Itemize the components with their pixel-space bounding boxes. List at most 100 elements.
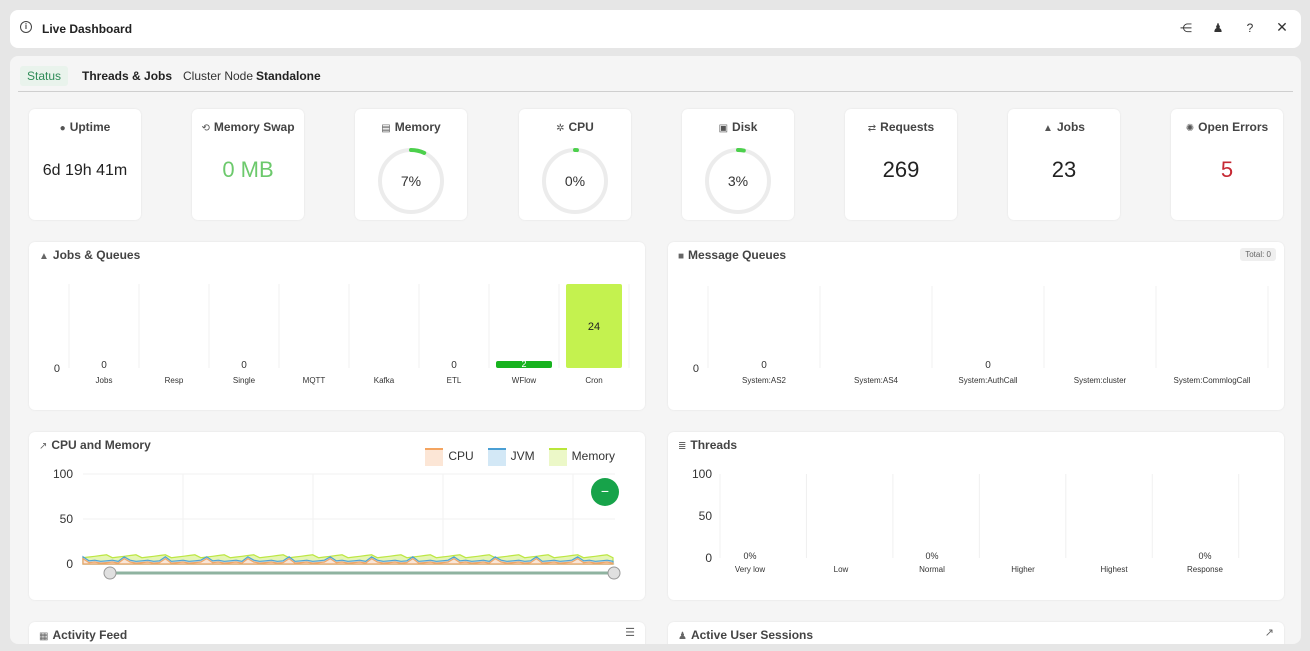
memory-label: Memory [394, 120, 441, 134]
bar-value-label: 0 [761, 360, 767, 371]
zoom-out-button[interactable]: − [591, 478, 619, 506]
dashboard-main: Status Threads & Jobs Cluster Node Stand… [10, 56, 1301, 644]
x-tick-label: System:CommlogCall [1174, 376, 1251, 385]
open-errors-value: 5 [1220, 157, 1234, 182]
cpu-icon: ✲ [556, 123, 565, 134]
filter-icon[interactable]: ☰ [625, 627, 635, 639]
disk-label: Disk [732, 120, 758, 134]
user-settings-icon[interactable]: ♟ [1212, 20, 1224, 35]
bar-value-label: 0 [985, 360, 991, 371]
tab-threads-jobs[interactable]: Threads & Jobs [82, 69, 173, 83]
x-tick-label: Kafka [374, 376, 395, 385]
disk-gauge [705, 148, 771, 214]
x-tick-label: ETL [447, 376, 462, 385]
bar-value-label: 0 [451, 360, 457, 371]
uptime-value: 6d 19h 41m [42, 162, 128, 179]
uptime-label: Uptime [69, 120, 111, 134]
cpu-memory-panel: ↗ CPU and Memory CPU JVM Memory 100 50 0 − [29, 432, 645, 600]
cluster-node-value[interactable]: Standalone [256, 69, 321, 83]
jobs-icon: ▲ [1043, 123, 1053, 134]
x-tick-label: Single [233, 376, 256, 385]
range-slider-start-handle [103, 566, 117, 580]
tab-status[interactable]: Status [20, 66, 69, 86]
cpu-memory-chart: 100 50 0 [53, 467, 621, 580]
window-title: Live Dashboard [42, 22, 133, 36]
x-tick-label: System:AS2 [742, 376, 787, 385]
x-tick-label: System:cluster [1074, 376, 1127, 385]
x-tick-label: System:AuthCall [958, 376, 1017, 385]
x-tick-label: Low [834, 565, 849, 574]
bar-value-label: 0 [241, 360, 247, 371]
legend-memory-swatch [548, 448, 567, 466]
memory-card: ▤ Memory 7% [355, 109, 467, 220]
title-bar: i Live Dashboard ⋲ ♟ ? ✕ [10, 10, 1301, 48]
legend-memory[interactable]: Memory [548, 448, 615, 466]
bar-value-label: 0% [925, 551, 938, 561]
chat-icon: ■ [678, 251, 685, 262]
y-tick-label: 50 [699, 509, 713, 523]
cpu-gauge [542, 148, 608, 214]
activity-feed-title: Activity Feed [52, 628, 128, 642]
info-icon[interactable]: i [20, 21, 32, 33]
threads-chart: 100 50 0 0% Very low Low 0% Normal Higher Highest… [692, 467, 1240, 574]
message-queues-chart: 0 0 System:AS2 System:AS4 0 System:AuthCall Sy… [693, 286, 1269, 385]
bar-cron [566, 284, 622, 368]
disk-card: ▣ Disk 3% [682, 109, 794, 220]
message-queues-panel: ■ Message Queues Total: 0 0 0 System:AS2 Sys… [668, 242, 1284, 410]
y-tick-label: 100 [692, 467, 712, 481]
external-link-icon[interactable]: ↗ [1264, 627, 1274, 639]
title-bar-actions: ⋲ ♟ ? ✕ [1179, 19, 1289, 36]
jobs-queues-panel: ▲ Jobs & Queues 0 0 Jobs Resp 0 Single MQTT Kafk… [29, 242, 645, 410]
memory-gauge [378, 148, 444, 214]
active-sessions-panel: ♟ Active User Sessions ↗ [668, 622, 1284, 644]
memory-chip-icon: ▤ [381, 123, 391, 134]
disk-icon: ▣ [718, 123, 729, 134]
legend-cpu-swatch [425, 448, 444, 466]
legend-cpu-label: CPU [448, 449, 474, 464]
active-sessions-title: Active User Sessions [690, 628, 814, 642]
y-tick-label: 0 [54, 363, 60, 375]
legend-jvm[interactable]: JVM [487, 448, 535, 466]
disk-value: 3% [727, 173, 749, 189]
jobs-queues-chart: 0 0 Jobs Resp 0 Single MQTT Kafka 0 ETL 2 WFlow 24 Cr… [54, 284, 630, 385]
open-errors-card: ✺ Open Errors 5 [1171, 109, 1283, 220]
share-icon[interactable]: ⋲ [1180, 20, 1192, 35]
bar-wflow [496, 361, 552, 368]
memory-swap-value: 0 MB [222, 157, 274, 182]
close-icon[interactable]: ✕ [1276, 19, 1288, 35]
cpu-card: ✲ CPU 0% [519, 109, 631, 220]
cpu-value: 0% [564, 173, 586, 189]
x-tick-label: Resp [165, 376, 184, 385]
x-tick-label: System:AS4 [854, 376, 899, 385]
y-tick-label: 0 [693, 363, 699, 375]
cpu-memory-legend: CPU JVM Memory [425, 448, 615, 466]
jobs-card: ▲ Jobs 23 [1008, 109, 1120, 220]
x-tick-label: MQTT [303, 376, 326, 385]
help-icon[interactable]: ? [1246, 20, 1254, 35]
jobs-queues-title: Jobs & Queues [52, 248, 141, 262]
threads-title: Threads [690, 438, 738, 452]
x-tick-label: Highest [1100, 565, 1128, 574]
bug-icon: ✺ [1185, 123, 1195, 134]
cluster-node-label: Cluster Node [183, 69, 254, 83]
legend-memory-label: Memory [571, 449, 615, 464]
y-tick-label: 100 [53, 467, 73, 481]
x-tick-label: Cron [585, 376, 602, 385]
open-errors-label: Open Errors [1198, 120, 1269, 134]
jobs-icon: ▲ [39, 251, 49, 262]
y-tick-label: 50 [60, 512, 74, 526]
range-slider-end-handle [607, 566, 621, 580]
clock-icon: ● [59, 123, 66, 134]
x-tick-label: WFlow [512, 376, 537, 385]
legend-cpu[interactable]: CPU [425, 448, 474, 466]
message-total-badge: Total: 0 [1240, 248, 1276, 261]
feed-icon: ▦ [39, 631, 49, 642]
requests-value: 269 [882, 157, 920, 182]
memory-swap-label: Memory Swap [213, 120, 295, 134]
cpu-memory-title: CPU and Memory [51, 438, 151, 452]
memory-value: 7% [400, 173, 422, 189]
jobs-value: 23 [1051, 157, 1077, 182]
requests-card: ⇄ Requests 269 [845, 109, 957, 220]
legend-jvm-swatch [487, 448, 506, 466]
x-tick-label: Jobs [96, 376, 113, 385]
